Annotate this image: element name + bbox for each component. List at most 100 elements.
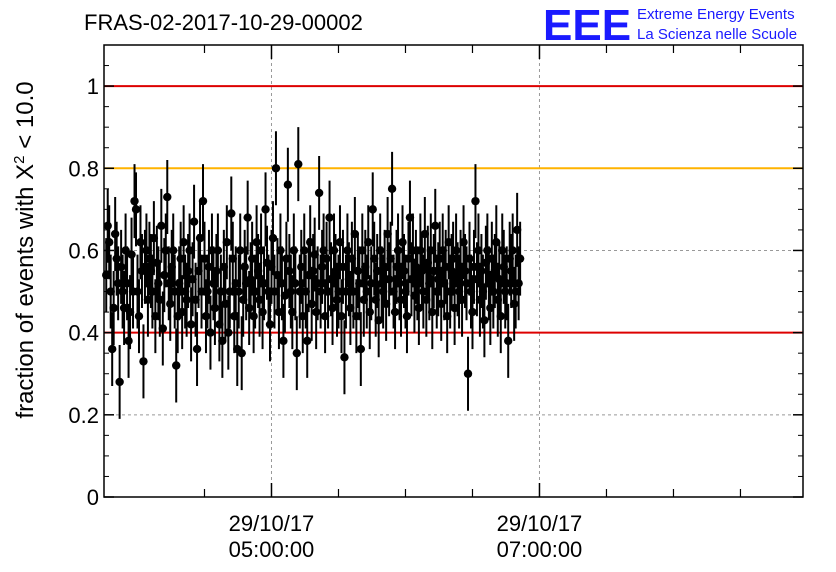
data-point xyxy=(227,209,236,218)
data-point xyxy=(271,164,281,173)
data-point xyxy=(179,238,188,247)
data-point xyxy=(186,320,196,329)
data-point xyxy=(189,217,199,226)
data-point xyxy=(292,348,302,358)
data-point xyxy=(322,254,331,263)
data-point xyxy=(265,320,275,329)
data-point xyxy=(213,246,223,255)
data-point xyxy=(387,184,397,194)
data-point xyxy=(139,357,148,366)
data-point xyxy=(136,238,145,247)
y-axis-label-main: fraction of events with X xyxy=(12,164,39,419)
data-point xyxy=(105,238,114,247)
data-point xyxy=(399,266,409,276)
data-point xyxy=(182,295,191,304)
data-point xyxy=(157,221,166,230)
data-point xyxy=(483,246,492,255)
data-point xyxy=(393,246,403,255)
logo-mark: EEE xyxy=(543,1,631,50)
y-tick-label: 0.8 xyxy=(68,156,99,181)
data-point xyxy=(514,279,523,288)
data-point xyxy=(465,254,474,263)
data-point xyxy=(276,246,285,255)
data-point xyxy=(206,328,215,337)
data-point xyxy=(103,221,112,230)
data-point xyxy=(116,262,126,272)
data-point xyxy=(311,307,321,317)
data-point xyxy=(337,312,346,321)
data-point xyxy=(212,266,221,276)
data-point xyxy=(210,303,220,313)
data-point xyxy=(477,266,486,276)
data-point xyxy=(325,213,334,222)
data-point xyxy=(332,295,342,304)
data-point xyxy=(289,246,299,255)
data-point xyxy=(115,377,124,387)
data-point xyxy=(112,254,121,263)
y-tick-label: 0 xyxy=(87,485,99,510)
data-point xyxy=(285,266,294,276)
data-point xyxy=(154,279,163,288)
data-point xyxy=(107,344,117,354)
data-point xyxy=(286,287,296,296)
x-tick-time-label: 05:00:00 xyxy=(229,537,315,562)
data-point xyxy=(237,348,246,358)
y-axis-label-tail: < 10.0 xyxy=(12,81,39,155)
data-point xyxy=(249,312,258,321)
data-point xyxy=(402,312,412,321)
reference-lines xyxy=(104,85,803,334)
data-point xyxy=(109,303,118,313)
data-point xyxy=(124,336,133,346)
data-point xyxy=(390,307,400,317)
data-point xyxy=(236,246,245,255)
y-tick-label: 0.2 xyxy=(68,403,99,428)
data-point xyxy=(303,336,312,346)
data-point xyxy=(317,262,327,272)
x-tick-date-label: 29/10/17 xyxy=(229,511,315,536)
data-point xyxy=(340,353,349,362)
data-point xyxy=(127,250,136,259)
data-point xyxy=(224,328,233,337)
data-point xyxy=(198,196,208,206)
data-point xyxy=(131,205,141,214)
y-tick-label: 0.4 xyxy=(68,321,99,346)
data-point xyxy=(279,336,288,346)
data-point xyxy=(243,213,252,222)
data-point xyxy=(509,299,519,309)
data-point xyxy=(130,196,139,206)
data-point xyxy=(460,266,470,276)
data-point xyxy=(294,159,303,169)
data-point xyxy=(428,307,437,317)
data-point xyxy=(508,246,517,255)
x-tick-time-label: 07:00:00 xyxy=(497,537,583,562)
y-axis-label-superscript: 2 xyxy=(11,155,28,163)
data-point xyxy=(133,287,142,296)
data-point xyxy=(314,188,324,198)
data-point xyxy=(480,316,489,325)
data-point xyxy=(416,246,425,255)
data-point xyxy=(158,324,168,333)
data-point xyxy=(183,266,193,276)
data-point xyxy=(118,287,127,296)
data-point xyxy=(134,312,144,321)
data-point xyxy=(353,266,363,276)
data-point xyxy=(203,287,212,296)
data-point xyxy=(356,344,366,354)
data-point xyxy=(307,299,316,309)
data-point xyxy=(384,275,394,284)
data-point xyxy=(261,205,270,214)
data-point xyxy=(468,307,477,317)
axes: 00.20.40.60.8129/10/1705:00:0029/10/1707… xyxy=(68,44,804,562)
data-point xyxy=(471,196,480,206)
data-point xyxy=(172,361,181,370)
data-point xyxy=(368,205,377,214)
data-point xyxy=(515,254,525,263)
eee-logo: EEE Extreme Energy Events La Scienza nel… xyxy=(543,1,797,50)
data-point xyxy=(169,246,178,255)
data-point xyxy=(300,246,309,255)
data-point xyxy=(163,192,172,202)
logo-line-2: La Scienza nelle Scuole xyxy=(637,26,797,43)
data-point xyxy=(496,312,505,321)
data-point xyxy=(498,246,507,255)
